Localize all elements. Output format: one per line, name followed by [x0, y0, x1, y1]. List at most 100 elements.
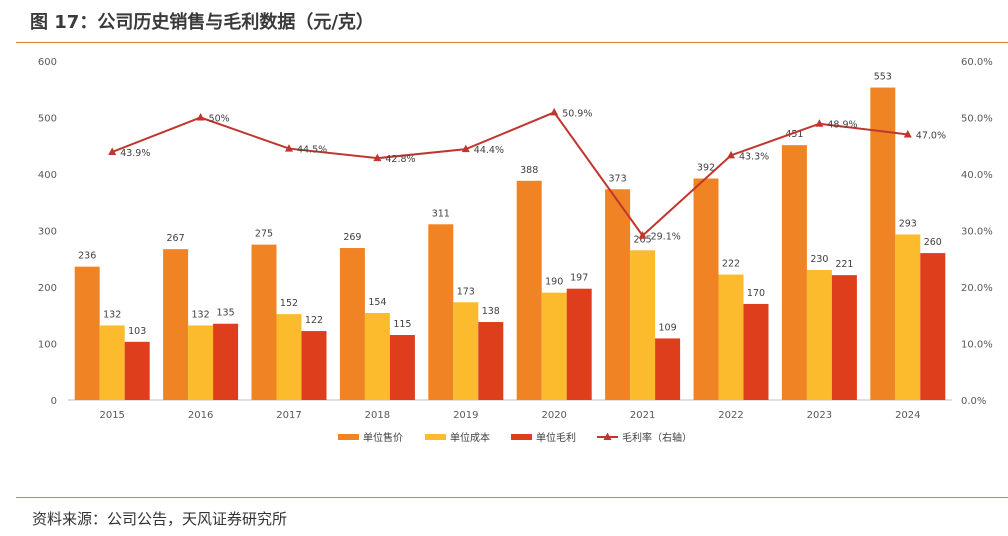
bar-value-label: 373 — [609, 173, 627, 184]
rate-marker — [815, 119, 824, 127]
x-tick-label: 2020 — [541, 410, 566, 421]
bar-value-label: 109 — [659, 322, 677, 333]
bars — [74, 87, 946, 401]
legend-swatch — [425, 434, 446, 440]
bar — [541, 292, 567, 400]
bar — [655, 338, 681, 400]
legend-swatch — [511, 434, 532, 440]
y2-tick-label: 60.0% — [961, 57, 993, 68]
bar-value-label: 269 — [343, 232, 361, 243]
bar-value-label: 190 — [545, 277, 563, 288]
bar — [251, 244, 277, 400]
bar — [478, 322, 504, 400]
x-ticks: 2015 2016 2017 2018 2019 2020 2021 2022 2023 2024 — [99, 410, 920, 421]
bar — [718, 274, 744, 400]
y-tick-label: 100 — [38, 340, 57, 351]
bar — [605, 189, 631, 400]
rate-label: 29.1% — [651, 232, 681, 243]
rate-marker — [285, 144, 293, 152]
rate-marker — [196, 113, 205, 121]
y-tick-label: 500 — [38, 114, 57, 125]
bar — [188, 325, 214, 400]
legend-swatch — [338, 434, 359, 440]
bar-value-label: 221 — [835, 259, 853, 270]
y-tick-label: 200 — [38, 283, 57, 294]
bar-value-label: 451 — [785, 129, 803, 140]
bar — [163, 249, 189, 400]
bar — [428, 224, 454, 400]
rate-label: 50% — [209, 114, 230, 125]
bar — [74, 266, 100, 400]
bar-value-label: 388 — [520, 165, 538, 176]
rate-label: 43.9% — [120, 148, 150, 159]
bottom-divider — [16, 497, 1008, 498]
page-title: 图 17：公司历史销售与毛利数据（元/克） — [30, 12, 374, 33]
rate-label: 48.9% — [827, 120, 857, 131]
rate-label: 50.9% — [562, 108, 592, 119]
bar — [630, 250, 656, 400]
bar-value-label: 293 — [899, 218, 917, 229]
rate-label: 43.3% — [739, 151, 769, 162]
source-note: 资料来源：公司公告，天风证券研究所 — [32, 510, 288, 528]
bar-value-label: 138 — [482, 306, 500, 317]
right-axis: 0.0% 10.0% 20.0% 30.0% 40.0% 50.0% 60.0% — [961, 57, 993, 407]
rate-marker — [108, 147, 117, 155]
bar — [301, 331, 327, 400]
bar — [743, 303, 769, 400]
y2-tick-label: 50.0% — [961, 114, 993, 125]
rate-marker — [373, 153, 382, 162]
bar — [516, 180, 542, 400]
x-tick-label: 2022 — [718, 410, 743, 421]
bar-value-label: 392 — [697, 163, 715, 174]
top-divider — [16, 42, 1008, 43]
x-tick-label: 2018 — [365, 410, 390, 421]
bar-value-label: 170 — [747, 288, 765, 299]
legend-label: 单位毛利 — [536, 431, 576, 444]
bar — [389, 335, 415, 400]
x-tick-label: 2017 — [276, 410, 301, 421]
x-tick-label: 2023 — [807, 410, 832, 421]
bar-value-label: 154 — [368, 297, 386, 308]
legend-label: 毛利率（右轴） — [622, 431, 692, 444]
bar-value-label: 103 — [128, 326, 146, 337]
rate-marker — [638, 231, 647, 239]
bar — [339, 248, 365, 400]
bar — [364, 312, 390, 400]
rate-marker — [903, 129, 912, 138]
bar — [453, 302, 479, 400]
y2-tick-label: 10.0% — [961, 340, 993, 351]
bar-value-label: 265 — [634, 234, 652, 245]
rate-label: 44.5% — [297, 145, 327, 156]
bar — [693, 178, 719, 400]
bar-value-label: 173 — [457, 286, 475, 297]
x-tick-label: 2024 — [895, 410, 920, 421]
bar-value-label: 236 — [78, 251, 96, 262]
legend-label: 单位成本 — [450, 431, 490, 444]
x-tick-label: 2016 — [188, 410, 213, 421]
bar — [124, 341, 150, 400]
y2-tick-label: 30.0% — [961, 227, 993, 238]
bar — [566, 288, 592, 400]
legend-label: 单位售价 — [363, 431, 403, 444]
bar-value-label: 275 — [255, 229, 273, 240]
bar-value-label: 152 — [280, 298, 298, 309]
x-tick-label: 2015 — [99, 410, 124, 421]
bar — [895, 234, 921, 400]
rate-label: 42.8% — [385, 154, 415, 165]
x-tick-label: 2021 — [630, 410, 655, 421]
bar-value-label: 260 — [924, 237, 942, 248]
rate-label: 47.0% — [916, 130, 946, 141]
rate-label: 44.4% — [474, 145, 504, 156]
bar-value-label: 311 — [432, 208, 450, 219]
y-tick-label: 300 — [38, 227, 57, 238]
bar-labels: 236 132 103 267 132 135 275 152 122 269 154 115 311 1… — [78, 72, 942, 337]
bar — [99, 325, 125, 400]
y-tick-label: 600 — [38, 57, 57, 68]
rate-marker — [550, 107, 559, 116]
rate-marker — [727, 150, 735, 159]
bar-value-label: 222 — [722, 259, 740, 270]
bar-value-label: 267 — [167, 233, 185, 244]
bar — [213, 323, 239, 400]
rate-line — [111, 111, 908, 238]
bar — [781, 145, 807, 400]
